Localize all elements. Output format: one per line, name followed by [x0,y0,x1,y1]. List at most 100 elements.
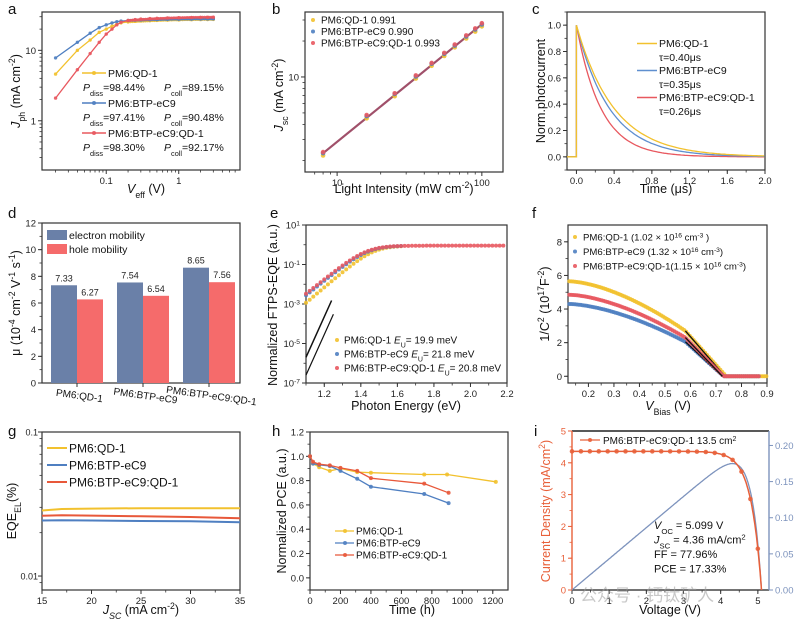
legend-stat-diss: Pdiss=97.41% [83,112,145,128]
x-tick-label: 200 [333,596,349,607]
data-point [308,454,312,459]
data-point [139,18,143,22]
data-point [187,15,191,19]
x-tick-label: 35 [235,596,246,607]
data-point [441,50,447,56]
legend-marker [311,29,315,34]
data-point [446,490,451,495]
data-point [198,15,202,19]
y-tick-label: 10 [25,245,36,256]
legend-marker [92,71,96,75]
data-point [452,42,458,47]
bar [143,295,169,383]
data-point [384,244,389,249]
y2-tick-label: 0.05 [775,549,794,560]
x-tick-label: 0.6 [684,389,697,400]
x-tick-label: 0.2 [582,389,595,400]
y-tick-label: 0.4 [291,525,304,536]
legend-label: PM6:QD-1 EU= 19.9 meV [344,336,458,350]
data-point [748,496,753,502]
x-axis-label: Time (μs) [640,182,693,196]
legend-marker [343,529,347,533]
data-point [146,17,150,21]
x-tick-label: 0.9 [760,389,773,400]
legend-label: PM6:QD-1 [659,38,709,50]
data-point [194,15,198,19]
data-point [311,459,316,464]
data-point [464,243,469,248]
x-tick-label: 600 [393,596,409,607]
data-point [181,16,185,20]
data-point [479,20,485,26]
data-point [318,280,323,285]
data-point [344,260,349,265]
data-point [325,274,330,279]
data-point [53,56,58,60]
category-label: PM6:QD-1 [55,388,104,406]
y-tick-label: 2 [31,352,36,363]
data-point [347,264,352,269]
data-point [161,16,165,20]
data-point [614,449,619,454]
y2-tick-label: 0.20 [775,441,794,452]
legend-stat-coll: Pcoll=90.48% [164,112,224,128]
x-tick-label: 5 [755,596,760,607]
data-point [183,16,187,20]
y-tick-label: 0 [557,372,562,383]
x-tick-label: 30 [185,596,196,607]
panel-f: f 0.2 0.3 0.4 0.5 0.6 0.7 0.8 0.9 0 2 4 6 8 PM6:QD-1 (… [532,205,774,417]
data-point [446,243,451,248]
panel-a: a 0.1 1 1 10 PM6:QD-1 Pdiss=98.44% Pcoll=89.15%… [7,1,241,200]
data-point [189,15,193,19]
y-tick-label: 10 [288,72,299,83]
data-point [472,26,478,31]
y-axis-label: Jph (mA cm-2) [7,54,27,129]
data-point [368,470,373,475]
legend-label: PM6:BTP-eC9:QD-1 0.993 [321,39,440,50]
panel-letter: c [532,1,540,18]
y-tick-label: 10-5 [284,339,301,351]
data-point [317,462,322,467]
y2-tick-label: 0.15 [775,477,794,488]
legend-stat-diss: Pdiss=98.30% [83,142,145,158]
panel-letter: h [272,423,280,440]
data-point [119,20,123,24]
data-point [314,283,319,288]
data-point [150,17,154,21]
panel-letter: e [270,205,278,222]
y-tick-label: 8 [31,272,36,283]
y-tick-label: 5 [561,427,566,438]
data-point [110,24,114,28]
mott-schottky-fit-line [684,337,723,377]
x-tick-label: 0.1 [100,176,113,187]
data-point [333,268,338,273]
x-tick-label: 100 [474,178,490,189]
y-axis-label: μ (10-4 cm-2 V-1 s-1) [7,250,23,356]
series-line [55,18,214,75]
data-point [333,276,338,281]
data-point [88,38,92,42]
data-point [336,266,341,271]
data-point [442,243,447,248]
data-point [130,18,134,22]
data-point [185,16,189,20]
legend-label: PM6:BTP-eC9 [659,65,727,77]
data-point [97,25,101,30]
plot-frame [566,11,766,171]
x-tick-label: 15 [37,596,48,607]
y-tick-label: 0.8 [548,47,561,58]
data-point [209,15,213,19]
data-point [304,300,308,305]
data-point [141,17,145,21]
y-tick-label: 0.2 [548,126,561,137]
panel-d: d 0 2 4 6 8 10 12 7.33 6.27 PM6:QD-1 7.54 6.54 PM6:BT… [7,205,258,408]
x-axis-label: JSC (mA cm-2) [102,601,179,621]
x-tick-label: 2.0 [758,176,771,187]
data-point [344,267,349,272]
legend-marker [573,249,577,254]
data-point [137,18,141,22]
legend-marker [343,553,347,557]
data-point [362,250,367,255]
data-point [159,16,163,20]
